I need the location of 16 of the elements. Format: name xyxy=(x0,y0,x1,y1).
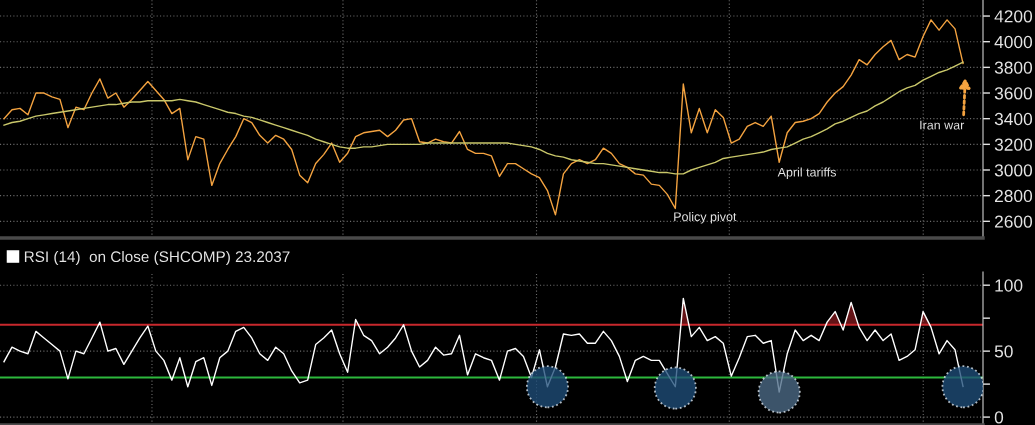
y-tick-label: 2800 xyxy=(994,189,1033,203)
y-tick-label: 2600 xyxy=(994,215,1033,228)
annotation: Iran war xyxy=(920,120,965,130)
y-tick-label: 3400 xyxy=(994,112,1033,126)
y-tick-label: 4000 xyxy=(994,35,1033,49)
legend-label: RSI (14) on Close (SHCOMP) 23.2037 xyxy=(24,250,290,266)
y-tick-label: 100 xyxy=(995,279,1023,292)
y-tick-label: 3000 xyxy=(994,164,1033,177)
y-tick-label: 4200 xyxy=(994,10,1033,23)
y-tick-label: 3600 xyxy=(994,87,1033,100)
y-tick-label: 50 xyxy=(994,345,1013,358)
annotation: April tariffs xyxy=(777,167,836,180)
annotation: Policy pivot xyxy=(674,211,737,224)
y-tick-label: 0 xyxy=(994,411,1004,424)
y-tick-label: 3200 xyxy=(994,138,1033,151)
y-tick-label: 3800 xyxy=(994,61,1033,74)
